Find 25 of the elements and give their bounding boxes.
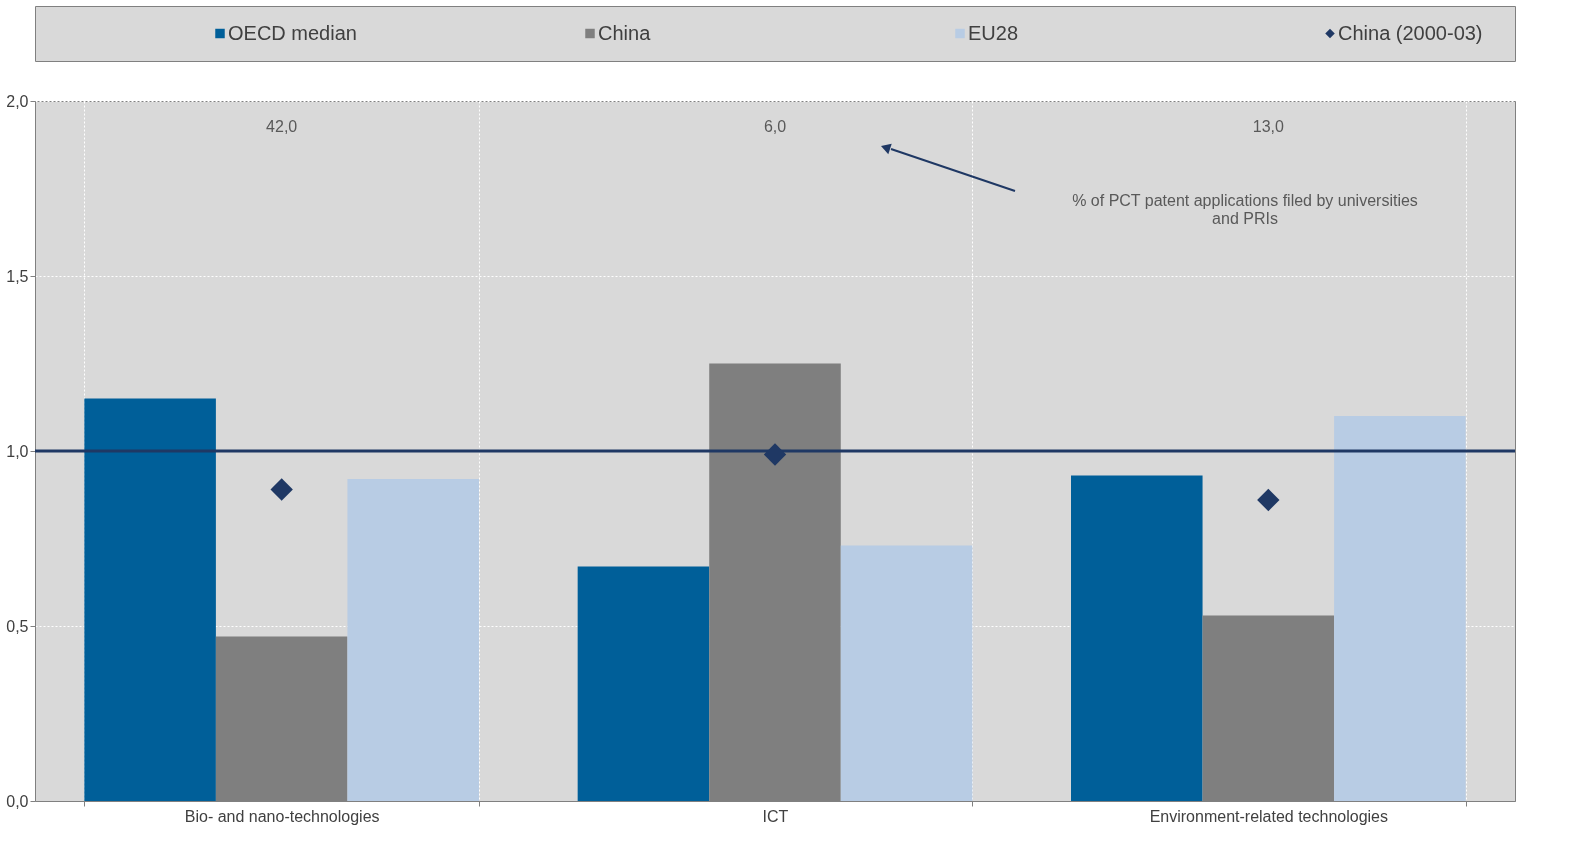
legend-label: OECD median	[228, 21, 357, 44]
bar	[1071, 475, 1203, 801]
y-tick-label: 1,0	[6, 442, 29, 460]
annotation: 6,0	[763, 118, 787, 135]
bar	[84, 398, 216, 801]
point	[763, 443, 787, 466]
point	[270, 478, 293, 501]
annotation: 13,0	[1252, 118, 1285, 135]
y-tick-label: 2,0	[6, 92, 29, 110]
x-tick-label: ICT	[762, 807, 789, 825]
legend-label: China (2000-03)	[1338, 21, 1483, 44]
legend-label: EU28	[968, 21, 1019, 44]
y-tick-label: 0,5	[6, 617, 29, 635]
bar	[577, 566, 710, 801]
y-tick-label: 0,0	[6, 792, 29, 810]
bar	[1334, 416, 1466, 801]
annotation: 42,0	[266, 118, 298, 135]
legend-label: China	[598, 21, 652, 44]
bar	[840, 545, 973, 801]
annotation: % of PCT patent applications filed by universities and PRIs	[1072, 192, 1418, 227]
point	[1257, 488, 1280, 512]
x-tick-label: Bio- and nano-technologies	[184, 807, 380, 825]
y-tick-label: 1,5	[6, 267, 29, 285]
bar	[347, 479, 479, 801]
x-tick-label: Environment-related technologies	[1149, 807, 1389, 825]
